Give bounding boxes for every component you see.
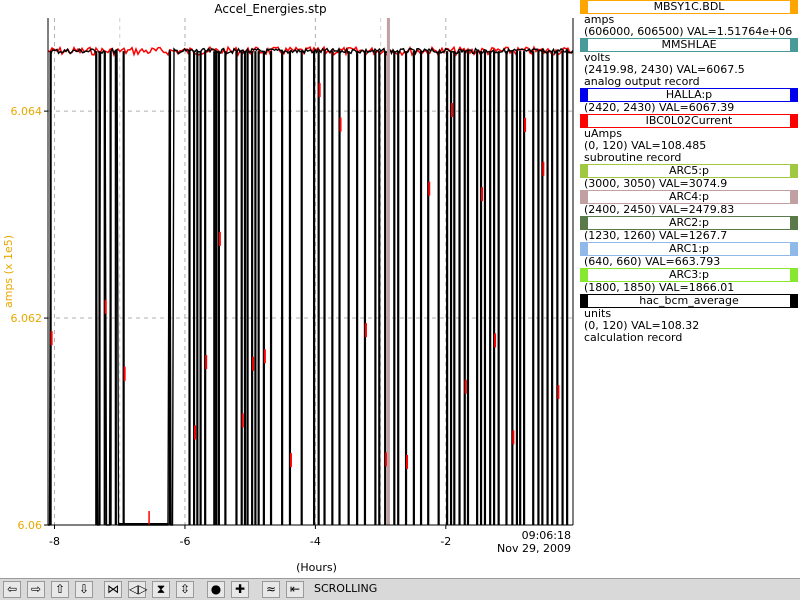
legend-item[interactable]: ARC5:p (3000, 3050) VAL=3074.9 [578, 164, 800, 190]
legend-pv-detail: amps [584, 13, 615, 26]
x-tick-label: -4 [310, 535, 321, 548]
scroll-left-icon[interactable]: ⇦ [3, 581, 21, 598]
legend-pv-name-bar[interactable]: MMSHLAE [580, 38, 798, 52]
legend-pv-detail: (3000, 3050) VAL=3074.9 [584, 177, 728, 190]
legend-pv-name-bar[interactable]: ARC1:p [580, 242, 798, 256]
y-tick-label: 6.06 [18, 519, 43, 532]
legend-item[interactable]: HALLA:p (2420, 2430) VAL=6067.39 [578, 88, 800, 114]
legend-pv-detail: (2400, 2450) VAL=2479.83 [584, 203, 735, 216]
x-tick-label: -2 [440, 535, 451, 548]
x-tick-label: -6 [179, 535, 190, 548]
legend-pv-name-bar[interactable]: ARC2:p [580, 216, 798, 230]
strip-tool-toolbar: SCROLLING ⇦ ⇨ ⇧ ⇩ ⋈ ◁▷ ⧗ ⇳ ● ✚ ≈ ⇤ [0, 578, 800, 600]
legend-pv-detail: (606000, 606500) VAL=1.51764e+06 [584, 25, 793, 38]
legend-pv-detail: uAmps [584, 127, 622, 140]
legend-pv-detail: analog output record [584, 75, 700, 88]
legend-item[interactable]: ARC2:p (1230, 1260) VAL=1267.7 [578, 216, 800, 242]
legend-item[interactable]: hac_bcm_average units (0, 120) VAL=108.32 c… [578, 294, 800, 344]
y-axis-title: amps (x 1e5) [2, 235, 15, 308]
legend-pv-detail: subroutine record [584, 151, 682, 164]
zoom-in-horizontal-icon[interactable]: ⋈ [104, 581, 122, 598]
x-tick-label: -8 [49, 535, 60, 548]
legend-pv-detail: (640, 660) VAL=663.793 [584, 255, 721, 268]
legend-item[interactable]: ARC4:p (2400, 2450) VAL=2479.83 [578, 190, 800, 216]
scroll-right-icon[interactable]: ⇨ [27, 581, 45, 598]
legend-pv-name-bar[interactable]: hac_bcm_average [580, 294, 798, 308]
legend-pv-name-bar[interactable]: HALLA:p [580, 88, 798, 102]
legend-pv-name-bar[interactable]: ARC4:p [580, 190, 798, 204]
legend-pv-detail: (0, 120) VAL=108.485 [584, 139, 707, 152]
scroll-mode-icon[interactable]: ⇤ [286, 581, 304, 598]
x-end-time-label: 09:06:18 [522, 529, 571, 542]
chart-title: Accel_Energies.stp [214, 2, 326, 16]
zoom-in-vertical-icon[interactable]: ⧗ [152, 581, 170, 598]
zoom-out-vertical-icon[interactable]: ⇳ [176, 581, 194, 598]
legend-pv-name-bar[interactable]: ARC3:p [580, 268, 798, 282]
x-end-date-label: Nov 29, 2009 [497, 542, 571, 555]
legend-pv-name-bar[interactable]: IBC0L02Current [580, 114, 798, 128]
x-axis-title: (Hours) [296, 561, 337, 574]
legend-item[interactable]: MBSY1C.BDL amps (606000, 606500) VAL=1.517… [578, 0, 800, 38]
pv-legend-panel: MBSY1C.BDL amps (606000, 606500) VAL=1.517… [578, 0, 800, 578]
legend-pv-detail: (2420, 2430) VAL=6067.39 [584, 101, 735, 114]
autoscale-icon[interactable]: ≈ [262, 581, 280, 598]
zoom-out-horizontal-icon[interactable]: ◁▷ [128, 581, 148, 598]
strip-chart-plot[interactable]: 6.06 6.062 6.064 -8 -6 -4 -2 09:06:18 Nov 29, 20… [0, 0, 578, 578]
scroll-up-icon[interactable]: ⇧ [51, 581, 69, 598]
legend-pv-name-bar[interactable]: ARC5:p [580, 164, 798, 178]
legend-pv-name-bar[interactable]: MBSY1C.BDL [580, 0, 798, 14]
legend-item[interactable]: ARC3:p (1800, 1850) VAL=1866.01 [578, 268, 800, 294]
y-tick-label: 6.062 [11, 312, 43, 325]
legend-pv-detail: (0, 120) VAL=108.32 [584, 319, 700, 332]
legend-pv-detail: (1230, 1260) VAL=1267.7 [584, 229, 728, 242]
legend-item[interactable]: MMSHLAE volts (2419.98, 2430) VAL=6067.5 an… [578, 38, 800, 88]
crosshair-icon[interactable]: ✚ [231, 581, 249, 598]
legend-pv-detail: units [584, 307, 612, 320]
record-icon[interactable]: ● [207, 581, 225, 598]
legend-item[interactable]: IBC0L02Current uAmps (0, 120) VAL=108.485 s… [578, 114, 800, 164]
y-tick-label: 6.064 [11, 105, 43, 118]
legend-pv-detail: volts [584, 51, 611, 64]
scroll-status-label: SCROLLING [314, 582, 378, 595]
scroll-down-icon[interactable]: ⇩ [75, 581, 93, 598]
legend-pv-detail: (1800, 1850) VAL=1866.01 [584, 281, 735, 294]
legend-item[interactable]: ARC1:p (640, 660) VAL=663.793 [578, 242, 800, 268]
legend-pv-detail: calculation record [584, 331, 683, 344]
legend-pv-detail: (2419.98, 2430) VAL=6067.5 [584, 63, 745, 76]
